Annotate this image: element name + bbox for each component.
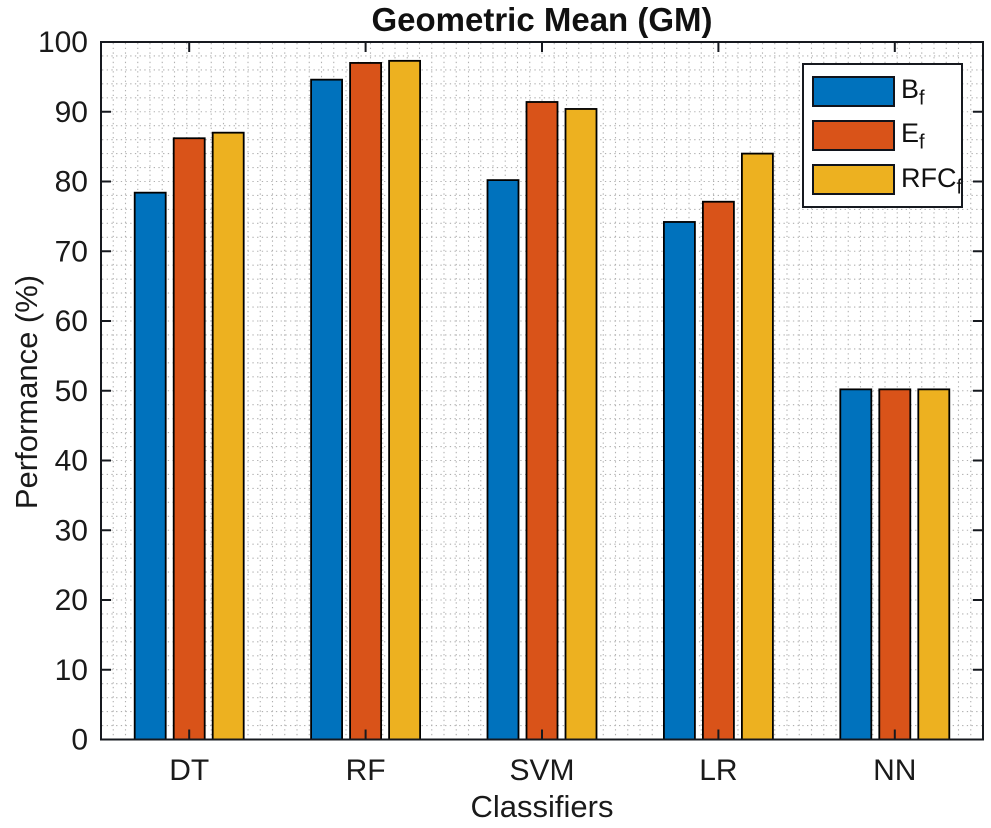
x-tick-label-NN: NN bbox=[873, 754, 916, 787]
ticks-group bbox=[101, 41, 983, 741]
y-tick-label: 80 bbox=[55, 166, 88, 199]
x-tick-label-SVM: SVM bbox=[509, 754, 574, 787]
legend-label-B: Bf bbox=[901, 74, 925, 110]
legend-swatch-RFC bbox=[812, 164, 895, 196]
bar-LR-E bbox=[702, 200, 735, 741]
bar-DT-E bbox=[172, 137, 206, 741]
bars-group bbox=[133, 59, 951, 741]
bar-SVM-E bbox=[525, 101, 559, 741]
x-tick-label-LR: LR bbox=[699, 754, 737, 787]
x-tick-label-RF: RF bbox=[346, 754, 386, 787]
bar-SVM-RFC bbox=[564, 108, 598, 741]
bar-NN-B bbox=[839, 388, 873, 741]
chart-title: Geometric Mean (GM) bbox=[371, 1, 713, 38]
legend-label-RFC: RFCf bbox=[901, 162, 963, 198]
bar-RF-RFC bbox=[388, 59, 422, 741]
legend-swatch-E bbox=[812, 119, 895, 151]
bar-LR-B bbox=[663, 221, 696, 741]
y-tick-label: 70 bbox=[55, 235, 88, 268]
legend-swatch-B bbox=[812, 75, 895, 107]
bar-NN-RFC bbox=[917, 388, 951, 741]
legend-entry-B: Bf bbox=[812, 74, 957, 108]
bar-NN-E bbox=[878, 388, 912, 741]
y-tick-label: 50 bbox=[55, 375, 88, 408]
legend-entry-E: Ef bbox=[812, 118, 957, 154]
y-tick-label: 90 bbox=[55, 96, 88, 129]
bar-RF-B bbox=[310, 78, 344, 741]
y-tick-label: 0 bbox=[71, 724, 88, 757]
tick-labels: 0 10 20 30 40 50 60 70 80 90 100 DT RF SVM LR NN bbox=[38, 26, 917, 787]
y-axis-label: Performance (%) bbox=[9, 274, 44, 510]
x-tick-label-DT: DT bbox=[169, 754, 209, 787]
legend-entry-RFC: RFCf bbox=[812, 163, 962, 197]
legend-label-E: Ef bbox=[901, 118, 925, 154]
legend: Bf Ef RFCf bbox=[802, 63, 963, 208]
bar-LR-RFC bbox=[741, 152, 774, 741]
y-tick-label: 10 bbox=[55, 654, 88, 687]
bar-SVM-B bbox=[486, 179, 520, 741]
y-tick-label: 100 bbox=[38, 26, 88, 59]
y-tick-label: 30 bbox=[55, 514, 88, 547]
x-axis-label: Classifiers bbox=[470, 789, 614, 824]
y-tick-label: 60 bbox=[55, 305, 88, 338]
y-tick-label: 20 bbox=[55, 584, 88, 617]
bar-DT-RFC bbox=[211, 131, 245, 741]
bar-DT-B bbox=[133, 191, 167, 741]
bar-RF-E bbox=[349, 62, 383, 741]
y-tick-label: 40 bbox=[55, 445, 88, 478]
